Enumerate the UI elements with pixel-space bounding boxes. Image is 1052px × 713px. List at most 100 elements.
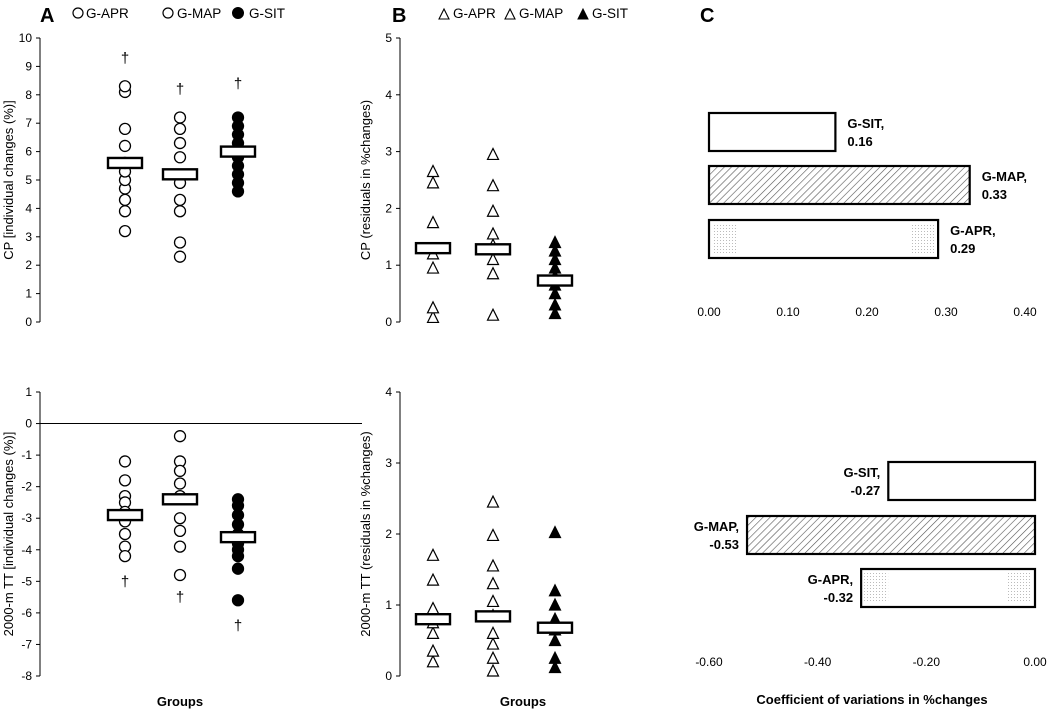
bar-value-label: -0.27 [851,483,881,498]
point-g-sit [548,252,562,266]
mean-bar-g-apr [106,508,144,522]
bar-category-label: G-SIT, [843,465,880,480]
bar-value-label: 0.16 [847,134,872,149]
y-tick-label: 4 [385,385,392,399]
mean-bar-g-map [474,243,512,256]
y-axis-title: 2000-m TT [individual changes (%)] [1,432,16,637]
y-tick-label: 0 [385,315,392,329]
mean-bar-g-sit [536,621,574,634]
outlier-dagger-g-map: † [176,589,184,606]
legend-a-apr-marker [72,7,84,19]
y-tick-label: 1 [25,385,32,399]
legend-a: G-APR G-MAP G-SIT [72,6,285,21]
bar-category-label: G-APR, [808,572,854,587]
point-g-map [486,650,500,664]
point-g-apr [426,300,440,314]
legend-b-map-marker [504,7,516,20]
point-g-apr [118,527,132,541]
point-g-map [173,111,187,124]
y-tick-label: 0 [385,669,392,683]
y-tick-label: -7 [21,637,32,651]
point-g-sit [231,111,245,124]
legend-a-sit-marker [232,7,244,19]
y-tick-label: 1 [385,598,392,612]
y-tick-label: 8 [25,88,32,102]
panel-label-a: A [40,5,54,27]
mean-bar-g-apr [414,241,452,255]
point-g-sit [548,633,562,647]
point-g-map [486,663,500,677]
point-g-apr [118,474,132,487]
y-tick-label: 6 [25,145,32,159]
y-tick-label: -8 [21,669,32,683]
legend-a-sit-label: G-SIT [249,6,285,21]
bar-dots-left [864,573,889,603]
x-tick-label: -0.60 [695,655,723,669]
chart-b1: 0 1 2 3 4 5 CP (residuals in %changes) [358,31,574,329]
y-tick-label: -3 [21,511,32,525]
bar-dots-right [911,224,936,254]
bar-g-sit [887,460,1037,502]
outlier-dagger-g-apr: † [121,50,129,67]
outlier-dagger-g-sit: † [234,75,242,92]
bar-value-label: -0.53 [709,537,739,552]
bar-dots-left [712,224,736,254]
point-g-map [486,576,500,590]
bar-value-label: 0.29 [950,241,975,256]
point-g-map [173,236,187,249]
point-g-apr [118,80,132,93]
point-g-map [173,193,187,207]
legend-b-map-label: G-MAP [519,6,563,21]
bar-g-map [707,164,971,206]
y-tick-label: 1 [25,287,32,301]
point-g-map [173,151,187,164]
y-axis-title: CP (residuals in %changes) [358,100,373,260]
x-tick-label: 0.00 [1023,655,1047,669]
point-g-map [486,594,500,608]
x-tick-label: 0.10 [776,305,800,319]
y-axis-title: CP [individual changes (%)] [1,100,16,259]
point-g-map [173,136,187,150]
point-g-sit [231,549,245,563]
point-g-map [486,266,500,280]
point-g-map [486,636,500,650]
y-tick-label: 9 [25,59,32,73]
mean-bar-g-map [474,610,512,623]
point-g-sit [548,660,562,674]
point-g-map [486,558,500,572]
bar-category-label: G-APR, [950,223,996,238]
y-tick-label: 4 [25,201,32,215]
point-g-map [173,464,187,478]
point-g-map [173,540,187,553]
legend-b-apr-marker [438,7,450,20]
point-g-sit [548,597,562,611]
y-tick-label: -1 [21,448,32,462]
y-axis-title: 2000-m TT (residuals in %changes) [358,431,373,636]
x-tick-label: 0.00 [697,305,721,319]
y-tick-label: -4 [21,543,32,557]
legend-b-sit-label: G-SIT [592,6,628,21]
panel-label-b: B [392,5,406,27]
y-tick-label: 3 [385,456,392,470]
bar-value-label: -0.32 [823,590,853,605]
bar-category-label: G-MAP, [694,519,739,534]
point-g-map [486,226,500,240]
y-tick-label: 10 [19,31,33,45]
point-g-sit [548,235,562,249]
point-g-apr [426,260,440,274]
y-tick-label: 3 [25,230,32,244]
point-g-sit [548,306,562,320]
x-axis-title: Groups [500,694,546,709]
chart-c2: G-SIT, -0.27 G-MAP, -0.53 G-APR, -0.32 -0.60 -0… [694,460,1047,707]
point-g-sit [548,260,562,274]
y-tick-label: 5 [385,31,392,45]
y-tick-label: -5 [21,574,32,588]
y-tick-label: 5 [25,173,32,187]
point-g-map [486,626,500,640]
chart-c1: G-SIT, 0.16 G-MAP, 0.33 G-APR, 0.29 0.00 0.10 0.… [697,111,1037,319]
legend-a-map-label: G-MAP [177,6,221,21]
point-g-apr [118,549,132,563]
y-tick-label: 0 [25,417,32,431]
chart-a1: 0 1 2 3 4 5 6 7 8 9 10 CP [individual changes (%)] †… [1,31,257,329]
